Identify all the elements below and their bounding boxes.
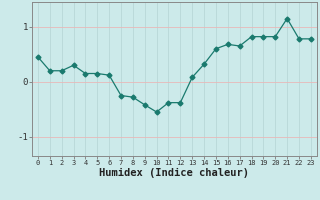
X-axis label: Humidex (Indice chaleur): Humidex (Indice chaleur) bbox=[100, 168, 249, 178]
